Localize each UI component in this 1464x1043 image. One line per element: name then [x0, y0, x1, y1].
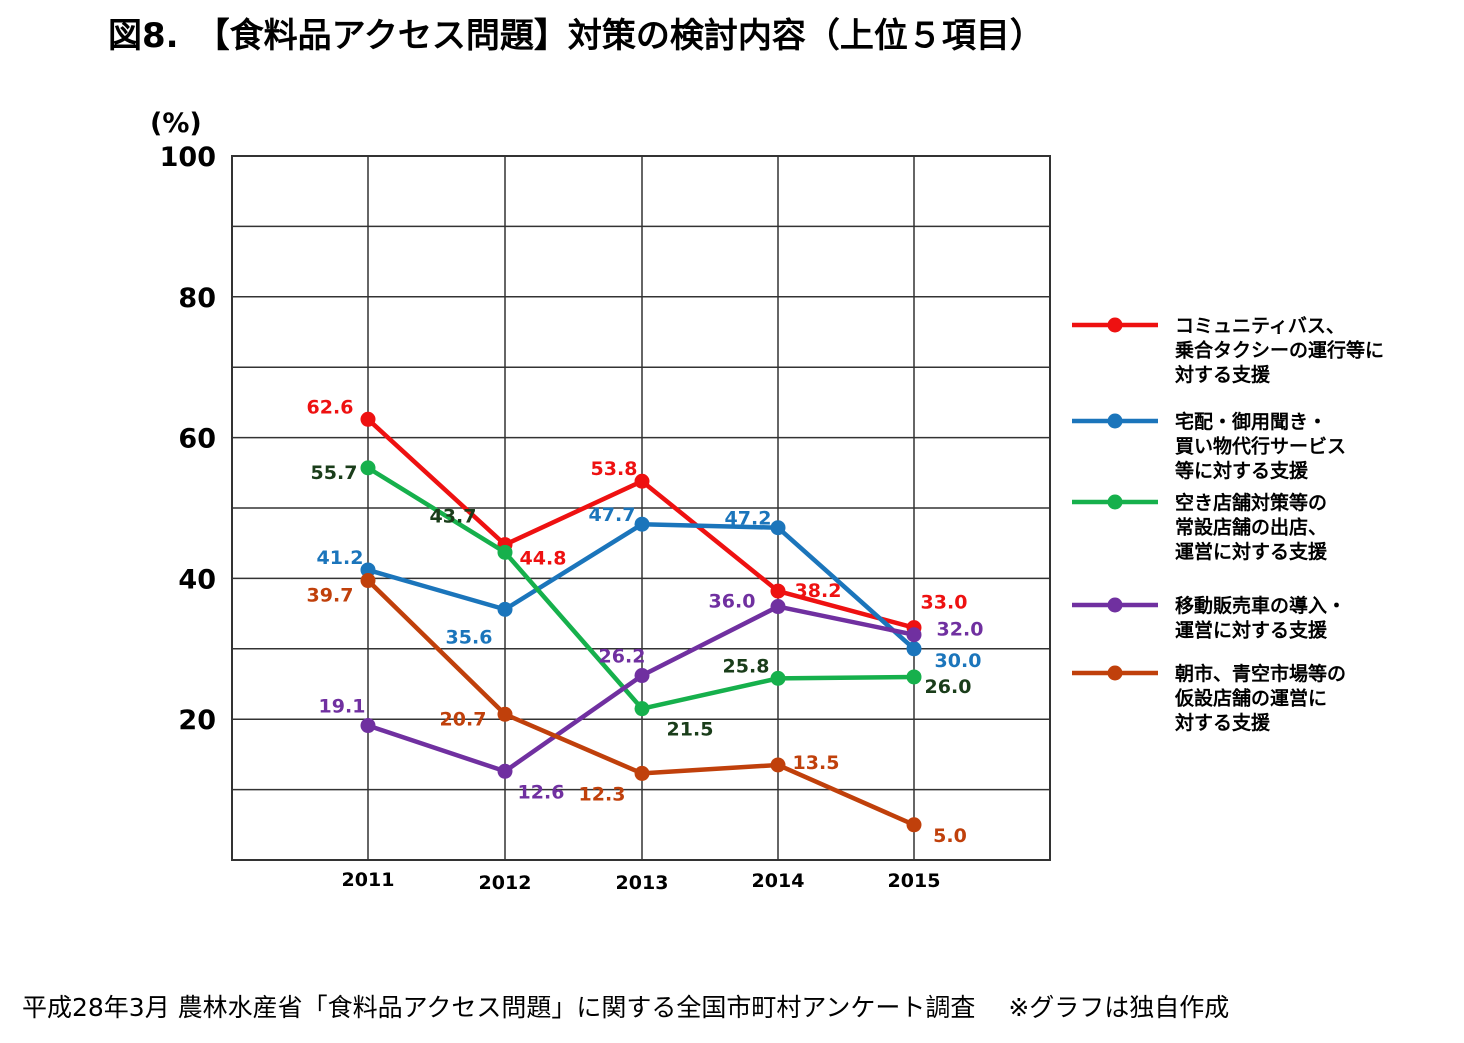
legend-label: 空き店舗対策等の — [1175, 491, 1327, 514]
series-3-point — [497, 544, 513, 560]
data-label: 62.6 — [307, 396, 354, 418]
data-label: 32.0 — [937, 619, 984, 641]
legend-label: コミュニティバス、 — [1175, 315, 1345, 337]
legend-label: 運営に対する支援 — [1175, 619, 1328, 642]
data-labels: 62.6 44.8 53.8 38.2 33.0 41.2 35.6 47.7 47.2 30.0… — [307, 396, 984, 847]
series-1-point — [770, 583, 786, 599]
data-label: 13.5 — [793, 752, 840, 774]
legend-label: 対する支援 — [1174, 711, 1271, 734]
legend-label: 対する支援 — [1174, 363, 1271, 386]
data-label: 20.7 — [440, 708, 487, 730]
legend-label: 仮設店舗の運営に — [1174, 687, 1327, 710]
legend-marker-1 — [1107, 317, 1123, 333]
series-1-point — [634, 473, 650, 489]
y-tick-label: 20 — [178, 705, 216, 736]
data-label: 43.7 — [430, 505, 477, 527]
legend-label: 買い物代行サービス — [1175, 435, 1346, 458]
series-4-point — [497, 763, 513, 779]
chart-title: 図8. 【食料品アクセス問題】対策の検討内容（上位５項目） — [108, 16, 1044, 56]
data-label: 21.5 — [667, 719, 714, 741]
series-5-point — [497, 706, 513, 722]
y-axis-unit-label: (%) — [150, 108, 202, 139]
data-label: 26.0 — [925, 676, 972, 698]
data-label: 19.1 — [319, 696, 366, 718]
series-1-point — [360, 411, 376, 427]
data-label: 30.0 — [935, 650, 982, 672]
grid-lines — [231, 155, 1051, 861]
data-label: 55.7 — [311, 462, 358, 484]
y-tick-label: 80 — [178, 283, 216, 314]
legend: コミュニティバス、乗合タクシーの運行等に対する支援宅配・御用聞き・買い物代行サー… — [1072, 315, 1384, 734]
series-3-point — [906, 669, 922, 685]
legend-label: 乗合タクシーの運行等に — [1175, 339, 1384, 362]
legend-label: 等に対する支援 — [1174, 459, 1309, 482]
data-label: 12.3 — [579, 783, 626, 805]
data-label: 53.8 — [591, 458, 638, 480]
data-label: 35.6 — [446, 626, 493, 648]
x-tick-label: 2015 — [888, 870, 941, 892]
y-tick-label: 60 — [178, 424, 216, 455]
legend-label: 運営に対する支援 — [1175, 540, 1328, 563]
y-tick-label: 40 — [178, 564, 216, 595]
data-label: 47.7 — [589, 504, 636, 526]
legend-label: 常設店舗の出店、 — [1175, 516, 1327, 539]
series-4-point — [634, 668, 650, 684]
series-4-point — [360, 718, 376, 734]
x-tick-label: 2011 — [342, 869, 395, 891]
source-note: 平成28年3月 農林水産省「食料品アクセス問題」に関する全国市町村アンケート調査… — [22, 993, 1230, 1022]
x-tick-label: 2013 — [616, 872, 669, 894]
data-label: 12.6 — [518, 781, 565, 803]
series-5-point — [770, 757, 786, 773]
series-5-point — [634, 765, 650, 781]
data-label: 26.2 — [599, 646, 646, 668]
data-label: 44.8 — [520, 548, 567, 570]
data-label: 33.0 — [921, 592, 968, 614]
series-3-point — [634, 701, 650, 717]
series-4-point — [770, 599, 786, 615]
data-label: 38.2 — [795, 580, 842, 602]
series-3-point — [360, 460, 376, 476]
data-label: 5.0 — [933, 825, 967, 847]
x-axis-ticks: 2011 2012 2013 2014 2015 — [342, 869, 941, 894]
series-2-point — [770, 520, 786, 536]
x-tick-label: 2014 — [752, 870, 805, 892]
x-tick-label: 2012 — [479, 872, 532, 894]
series-2-point — [497, 601, 513, 617]
series-5-point — [906, 817, 922, 833]
series-group — [360, 411, 922, 833]
legend-marker-2 — [1107, 413, 1123, 429]
legend-label: 宅配・御用聞き・ — [1175, 410, 1327, 433]
data-label: 39.7 — [307, 585, 354, 607]
y-tick-label: 100 — [160, 142, 216, 173]
data-label: 25.8 — [723, 655, 770, 677]
data-label: 47.2 — [725, 508, 772, 530]
data-label: 36.0 — [709, 591, 756, 613]
legend-marker-4 — [1107, 597, 1123, 613]
legend-marker-3 — [1107, 494, 1123, 510]
legend-label: 朝市、青空市場等の — [1175, 662, 1346, 685]
legend-label: 移動販売車の導入・ — [1175, 594, 1346, 617]
y-axis-ticks: 100 80 60 40 20 — [160, 142, 216, 736]
series-2-point — [634, 516, 650, 532]
series-5-point — [360, 573, 376, 589]
series-2-point — [360, 562, 376, 578]
series-2-point — [906, 641, 922, 657]
legend-marker-5 — [1107, 665, 1123, 681]
data-label: 41.2 — [317, 547, 364, 569]
series-4-point — [906, 627, 922, 643]
series-3-point — [770, 670, 786, 686]
